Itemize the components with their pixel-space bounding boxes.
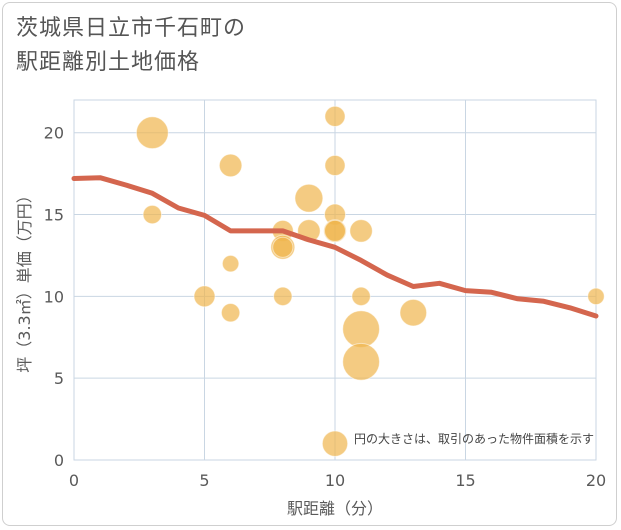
chart-card (2, 2, 617, 526)
bubble-point (294, 183, 324, 213)
bubble-point (142, 204, 163, 225)
y-tick-label: 0 (54, 451, 64, 470)
bubble-point (349, 219, 373, 243)
bubble-point (218, 153, 243, 178)
x-tick-label: 20 (586, 471, 606, 490)
bubble-point (587, 287, 605, 306)
bubble-point (221, 254, 240, 273)
x-tick-labels: 0 5 10 15 20 (69, 471, 606, 490)
x-tick-label: 15 (455, 471, 475, 490)
x-axis-label: 駅距離（分） (287, 499, 383, 518)
bubble-point (193, 285, 216, 308)
bubble-point (324, 105, 346, 127)
y-tick-label: 10 (44, 287, 64, 306)
bubble-point (342, 310, 381, 348)
grid-lines (73, 99, 597, 461)
bubble-point (220, 303, 241, 323)
y-tick-label: 15 (44, 206, 64, 225)
y-axis-label: 坪（3.3㎡）単価（万円） (15, 187, 34, 372)
trend-line (71, 175, 599, 319)
y-tick-labels: 0 5 10 15 20 (44, 124, 64, 470)
bubble-point (135, 116, 169, 150)
size-legend-note: 円の大きさは、取引のあった物件面積を示す (354, 431, 594, 446)
bubble-point (399, 298, 428, 327)
title-line-2: 駅距離別土地価格 (16, 50, 201, 75)
x-tick-label: 5 (199, 471, 209, 490)
y-tick-label: 20 (44, 124, 64, 143)
y-tick-label: 5 (54, 369, 64, 388)
bubble-point (324, 219, 346, 242)
bubble-point (324, 154, 346, 177)
bubble-point (273, 286, 293, 307)
bubble-point (351, 286, 371, 307)
x-tick-label: 10 (325, 471, 345, 490)
bubble-point (321, 430, 349, 457)
title-line-1: 茨城県日立市千石町の (16, 16, 247, 41)
bubble-point (272, 236, 294, 258)
bubble-point (342, 342, 381, 381)
bubbles (135, 105, 605, 457)
x-tick-label: 0 (69, 471, 79, 490)
chart-title: 茨城県日立市千石町の 駅距離別土地価格 (16, 12, 416, 80)
